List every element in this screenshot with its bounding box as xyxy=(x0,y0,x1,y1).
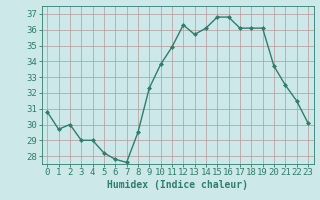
X-axis label: Humidex (Indice chaleur): Humidex (Indice chaleur) xyxy=(107,180,248,190)
